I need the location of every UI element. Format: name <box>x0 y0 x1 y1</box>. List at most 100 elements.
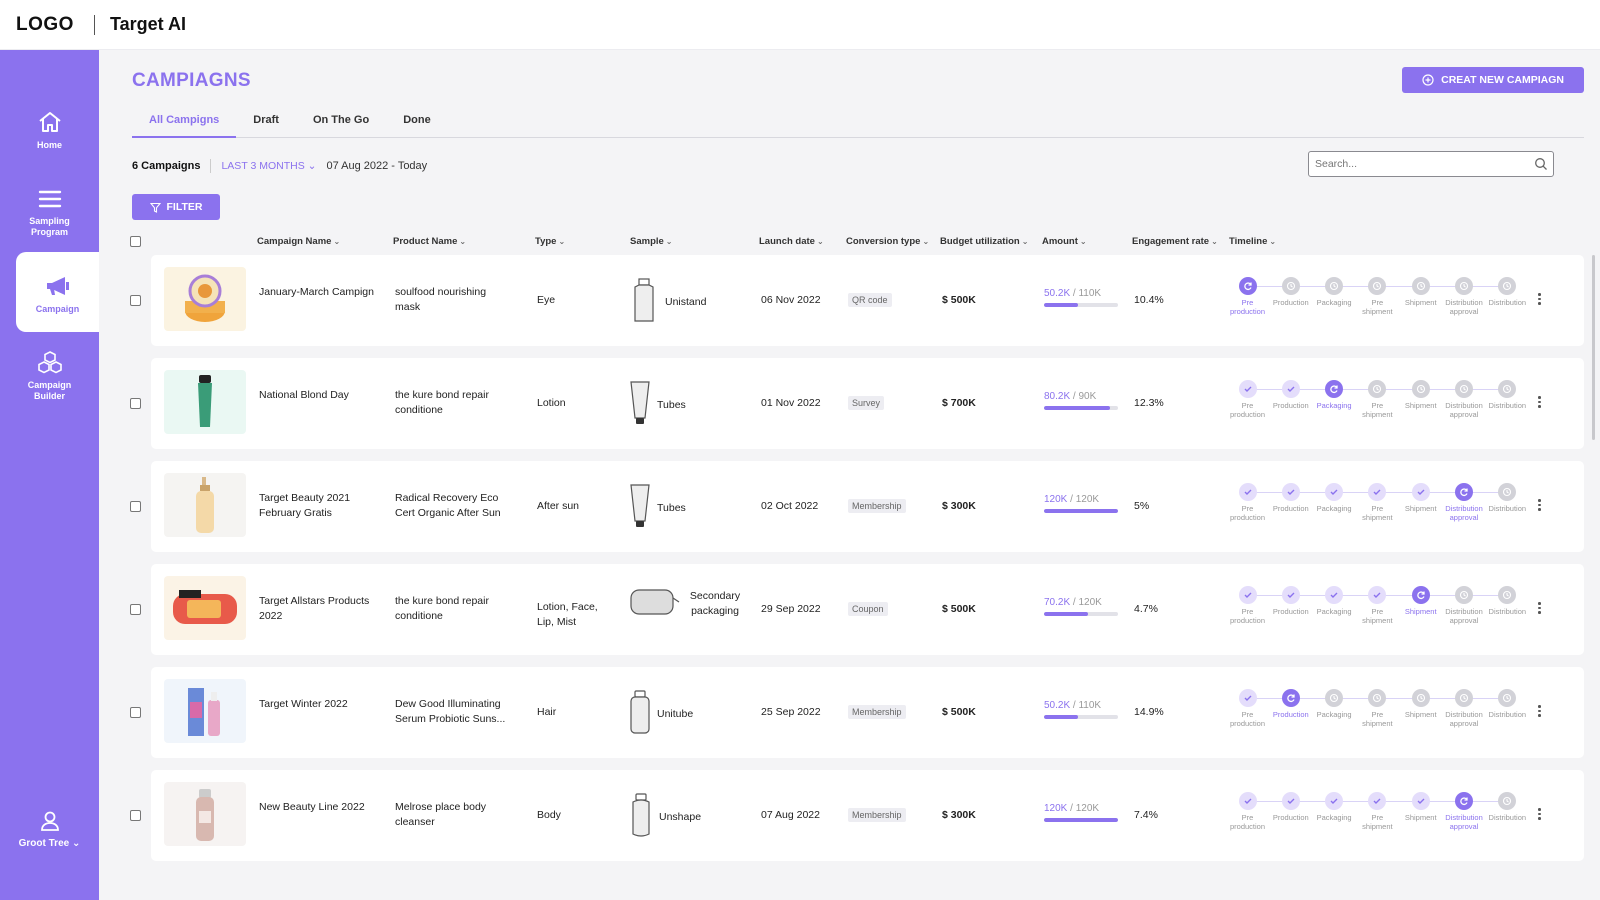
filter-button[interactable]: FILTER <box>132 194 220 220</box>
timeline-step-distribution[interactable]: Distribution <box>1486 277 1529 307</box>
column-engagement-rate[interactable]: Engagement rate ⌄ <box>1132 236 1218 247</box>
timeline-step-production[interactable]: Production <box>1269 483 1312 513</box>
timeline-step-distribution[interactable]: Distribution <box>1486 483 1529 513</box>
timeline-step-production[interactable]: Production <box>1269 689 1312 719</box>
timeline-step-packaging[interactable]: Packaging <box>1313 277 1356 307</box>
tab-done[interactable]: Done <box>403 114 431 126</box>
timeline-step-distribution-approval[interactable]: Distribution approval <box>1443 483 1486 522</box>
row-checkbox[interactable] <box>130 707 141 718</box>
timeline-step-shipment[interactable]: Shipment <box>1399 380 1442 410</box>
timeline-step-pre-shipment[interactable]: Pre shipment <box>1356 380 1399 419</box>
check-icon <box>1238 792 1257 810</box>
timeline-step-distribution[interactable]: Distribution <box>1486 792 1529 822</box>
timeline-step-pre-production[interactable]: Pre production <box>1226 792 1269 831</box>
timeline-step-pre-production[interactable]: Pre production <box>1226 380 1269 419</box>
table-row[interactable]: January-March Campign soulfood nourishin… <box>130 255 1584 346</box>
search-icon[interactable] <box>1534 157 1548 171</box>
user-menu[interactable]: Groot Tree ⌄ <box>0 810 99 849</box>
product-thumbnail <box>164 267 246 331</box>
timeline-step-pre-production[interactable]: Pre production <box>1226 689 1269 728</box>
timeline-step-production[interactable]: Production <box>1269 277 1312 307</box>
table-row[interactable]: Target Allstars Products 2022 the kure b… <box>130 564 1584 655</box>
timeline-step-packaging[interactable]: Packaging <box>1313 689 1356 719</box>
timeline-step-pre-production[interactable]: Pre production <box>1226 586 1269 625</box>
timeline-step-distribution-approval[interactable]: Distribution approval <box>1443 689 1486 728</box>
timeline-step-label: Production <box>1272 607 1309 616</box>
column-campaign-name[interactable]: Campaign Name ⌄ <box>257 236 341 247</box>
timeline-step-pre-production[interactable]: Pre production <box>1226 277 1269 316</box>
sidebar-item-campaign-builder[interactable]: Campaign Builder <box>0 350 99 402</box>
timeline-step-distribution-approval[interactable]: Distribution approval <box>1443 277 1486 316</box>
timeline: Pre production Production Packaging Pre shi… <box>1226 792 1526 837</box>
column-product-name[interactable]: Product Name ⌄ <box>393 236 467 247</box>
timeline-step-packaging[interactable]: Packaging <box>1313 586 1356 616</box>
table-row[interactable]: Target Beauty 2021 February Gratis Radic… <box>130 461 1584 552</box>
row-checkbox[interactable] <box>130 398 141 409</box>
row-more-icon[interactable] <box>1538 499 1542 513</box>
select-all-checkbox[interactable] <box>130 236 141 247</box>
timeline-step-production[interactable]: Production <box>1269 380 1312 410</box>
clock-icon <box>1325 689 1344 707</box>
table-row[interactable]: National Blond Day the kure bond repair … <box>130 358 1584 449</box>
campaign-name: January-March Campign <box>259 286 374 298</box>
amount-used: 50.2K <box>1044 700 1071 711</box>
row-checkbox[interactable] <box>130 295 141 306</box>
timeline-step-production[interactable]: Production <box>1269 586 1312 616</box>
row-more-icon[interactable] <box>1538 293 1542 307</box>
timeline-step-pre-production[interactable]: Pre production <box>1226 483 1269 522</box>
timeline-step-pre-shipment[interactable]: Pre shipment <box>1356 277 1399 316</box>
timeline-step-shipment[interactable]: Shipment <box>1399 277 1442 307</box>
date-range-select[interactable]: LAST 3 MONTHS ⌄ <box>221 160 316 172</box>
timeline-step-pre-shipment[interactable]: Pre shipment <box>1356 689 1399 728</box>
timeline-step-packaging[interactable]: Packaging <box>1313 792 1356 822</box>
timeline-step-distribution[interactable]: Distribution <box>1486 380 1529 410</box>
timeline-step-shipment[interactable]: Shipment <box>1399 792 1442 822</box>
check-icon <box>1368 483 1387 501</box>
create-campaign-button[interactable]: CREAT NEW CAMPIAGN <box>1402 67 1584 93</box>
scrollbar[interactable] <box>1592 255 1595 440</box>
row-checkbox[interactable] <box>130 501 141 512</box>
timeline-step-packaging[interactable]: Packaging <box>1313 380 1356 410</box>
timeline-step-label: Production <box>1272 401 1309 410</box>
row-checkbox[interactable] <box>130 810 141 821</box>
timeline-step-distribution-approval[interactable]: Distribution approval <box>1443 792 1486 831</box>
column-sample[interactable]: Sample ⌄ <box>630 236 673 247</box>
timeline-step-distribution-approval[interactable]: Distribution approval <box>1443 586 1486 625</box>
timeline-step-pre-shipment[interactable]: Pre shipment <box>1356 792 1399 831</box>
sidebar-item-home[interactable]: Home <box>0 110 99 151</box>
row-more-icon[interactable] <box>1538 396 1542 410</box>
sidebar-item-campaign[interactable]: Campaign <box>16 252 99 332</box>
sidebar-item-sampling-program[interactable]: Sampling Program <box>0 188 99 238</box>
timeline-step-pre-shipment[interactable]: Pre shipment <box>1356 586 1399 625</box>
timeline-step-label: Distribution <box>1488 607 1527 616</box>
row-checkbox[interactable] <box>130 604 141 615</box>
tab-on-the-go[interactable]: On The Go <box>312 114 370 126</box>
tab-all-campaigns[interactable]: All Campigns <box>132 108 237 138</box>
column-amount[interactable]: Amount ⌄ <box>1042 236 1087 247</box>
timeline-step-packaging[interactable]: Packaging <box>1313 483 1356 513</box>
column-launch-date[interactable]: Launch date ⌄ <box>759 236 824 247</box>
column-timeline[interactable]: Timeline ⌄ <box>1229 236 1277 247</box>
conversion-type-badge: Membership <box>848 499 906 513</box>
row-more-icon[interactable] <box>1538 705 1542 719</box>
timeline-step-distribution[interactable]: Distribution <box>1486 689 1529 719</box>
timeline-step-shipment[interactable]: Shipment <box>1399 586 1442 616</box>
tab-draft[interactable]: Draft <box>253 114 279 126</box>
column-type[interactable]: Type ⌄ <box>535 236 566 247</box>
table-row[interactable]: New Beauty Line 2022 Melrose place body … <box>130 770 1584 861</box>
timeline-step-shipment[interactable]: Shipment <box>1399 483 1442 513</box>
timeline-step-pre-shipment[interactable]: Pre shipment <box>1356 483 1399 522</box>
timeline-step-distribution-approval[interactable]: Distribution approval <box>1443 380 1486 419</box>
table-row[interactable]: Target Winter 2022 Dew Good Illuminating… <box>130 667 1584 758</box>
column-conversion-type[interactable]: Conversion type ⌄ <box>846 236 930 247</box>
timeline-step-distribution[interactable]: Distribution <box>1486 586 1529 616</box>
row-more-icon[interactable] <box>1538 808 1542 822</box>
amount-total: / 120K <box>1067 494 1100 505</box>
column-budget-utilization[interactable]: Budget utilization ⌄ <box>940 236 1029 247</box>
timeline-step-production[interactable]: Production <box>1269 792 1312 822</box>
row-more-icon[interactable] <box>1538 602 1542 616</box>
search-input[interactable] <box>1309 152 1519 176</box>
clock-icon <box>1411 380 1430 398</box>
logo[interactable]: LOGO <box>16 13 74 35</box>
timeline-step-shipment[interactable]: Shipment <box>1399 689 1442 719</box>
